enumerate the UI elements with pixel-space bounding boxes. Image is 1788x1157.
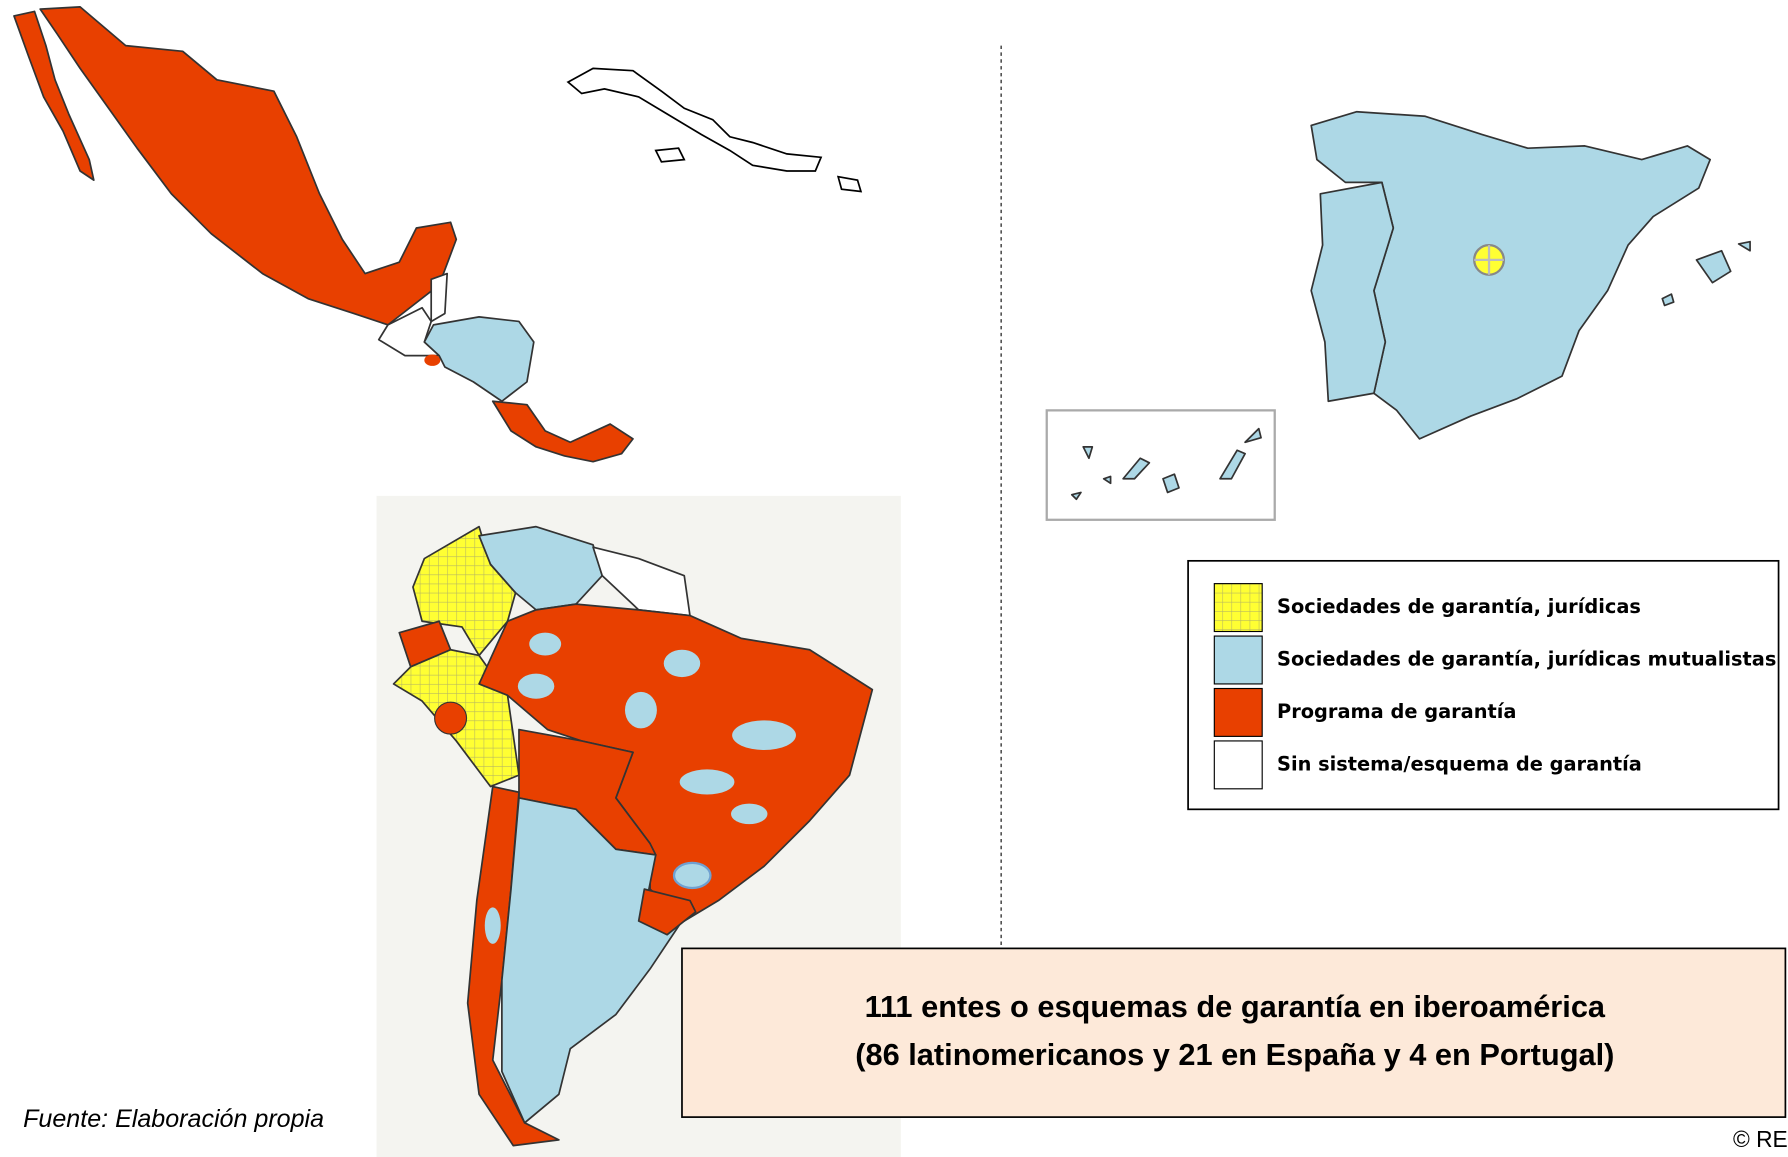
copyright: © RE xyxy=(1733,1126,1788,1152)
argentina xyxy=(501,797,686,1124)
el-salvador xyxy=(424,354,441,366)
summary-box xyxy=(681,947,1787,1118)
brazil-mutual-entities xyxy=(484,632,796,944)
summary-line: (86 latinomericanos y 21 en España y 4 e… xyxy=(855,1037,1614,1072)
madrid-marker-cross xyxy=(1474,245,1504,275)
brazil xyxy=(478,603,874,922)
source: Fuente: Elaboración propia xyxy=(23,1105,324,1133)
legend-swatch xyxy=(1213,583,1263,633)
legend-swatch xyxy=(1213,635,1263,685)
legend-label: Sociedades de garantía, jurídicas mutual… xyxy=(1277,648,1776,671)
south-america-map xyxy=(376,495,901,1157)
costa-rica-panama xyxy=(491,400,634,463)
iberia-map xyxy=(1045,110,1751,521)
legend-label: Programa de garantía xyxy=(1277,700,1516,723)
belize xyxy=(430,272,449,323)
legend-box xyxy=(1187,559,1780,811)
portugal xyxy=(1310,181,1395,403)
mexico xyxy=(39,5,458,326)
north-america-map xyxy=(13,5,863,463)
balearic-islands xyxy=(1661,240,1751,307)
canary-box xyxy=(1045,409,1276,521)
canary-islands xyxy=(1070,427,1262,501)
legend-swatch xyxy=(1213,687,1263,737)
honduras-nicaragua xyxy=(423,316,535,403)
summary-line: 111 entes o esquemas de garantía en iber… xyxy=(865,989,1606,1024)
uruguay xyxy=(637,888,697,936)
baja-california xyxy=(13,10,95,181)
legend-swatch xyxy=(1213,740,1263,790)
caribbean-islands xyxy=(566,67,863,193)
legend: Sociedades de garantía, jurídicas Socieda… xyxy=(1187,559,1780,811)
peru-program xyxy=(434,701,468,735)
legend-label: Sin sistema/esquema de garantía xyxy=(1277,752,1642,775)
legend-label: Sociedades de garantía, jurídicas xyxy=(1277,595,1641,618)
